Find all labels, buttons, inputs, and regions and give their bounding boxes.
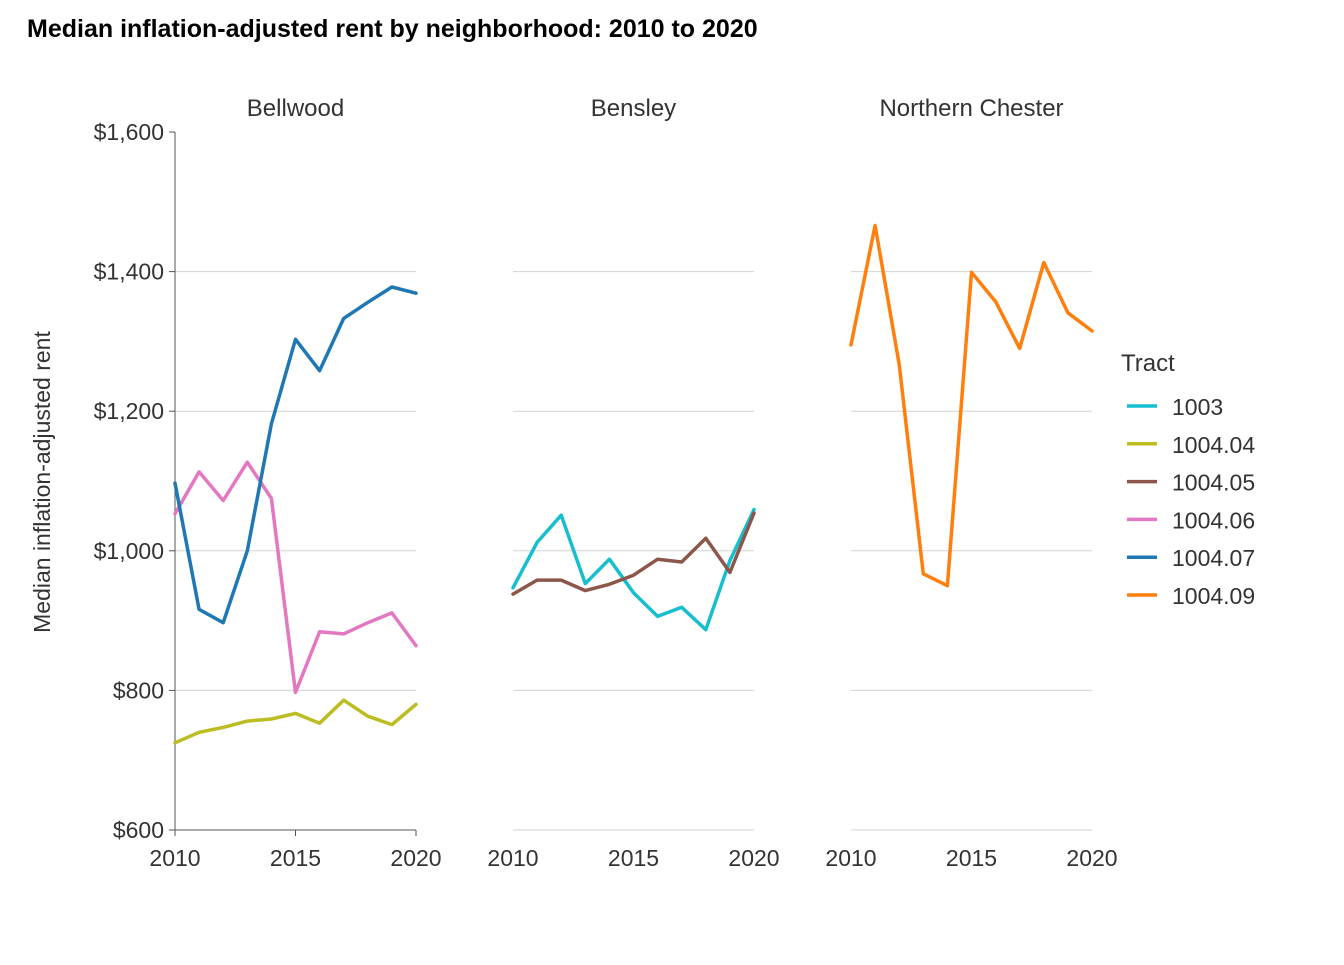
legend-label: 1004.05: [1172, 470, 1255, 496]
series-line-1004-05: [511, 511, 756, 596]
legend-label: 1004.09: [1172, 583, 1255, 609]
facet-label: Northern Chester: [879, 95, 1063, 122]
series-line-1004-09: [849, 223, 1094, 588]
facets: Bellwood $600 $800 $1,000 $1,200 $1,400 $1,600…: [94, 95, 1118, 871]
y-tick-label: $1,400: [94, 259, 164, 285]
legend-entry: 1004.09: [1127, 583, 1255, 609]
legend-entry: 1003: [1127, 394, 1223, 420]
series-line-1003: [511, 507, 756, 632]
legend-label: 1004.06: [1172, 507, 1255, 533]
y-tick-label: $800: [113, 677, 164, 703]
legend-entries: 1003 1004.04 1004.05 1004.06 1004.07 1004.09: [1127, 394, 1255, 609]
facet-panel-1: Bellwood $600 $800 $1,000 $1,200 $1,400 $1,600…: [94, 95, 442, 871]
y-axis-title: Median inflation-adjusted rent: [29, 331, 55, 633]
y-tick-label: $1,000: [94, 538, 164, 564]
x-tick-label: 2015: [270, 845, 321, 871]
x-tick-label: 2020: [728, 845, 779, 871]
x-tick-label: 2015: [608, 845, 659, 871]
x-tick-label: 2010: [487, 845, 538, 871]
facet-label: Bellwood: [247, 95, 344, 122]
legend: Tract 10031004.041004.051004.061004.0710…: [1121, 350, 1255, 609]
y-tick-label: $600: [113, 817, 164, 843]
legend-entry: 1004.04: [1127, 432, 1255, 458]
x-tick-label: 2010: [149, 845, 200, 871]
y-tick-label: $1,600: [94, 119, 164, 145]
legend-entry: 1004.05: [1127, 470, 1255, 496]
facet-label: Bensley: [591, 95, 676, 122]
x-tick-label: 2015: [946, 845, 997, 871]
chart-title: Median inflation-adjusted rent by neighb…: [27, 15, 758, 43]
legend-title: Tract: [1121, 350, 1175, 377]
x-tick-label: 2020: [1066, 845, 1117, 871]
series-line-1004-07: [173, 285, 418, 625]
series-line-1004-06: [173, 460, 418, 695]
legend-entry: 1004.06: [1127, 507, 1255, 533]
facet-panel-2: Bensley 2010 2015 2020: [487, 95, 779, 871]
y-tick-label: $1,200: [94, 398, 164, 424]
x-tick-label: 2020: [390, 845, 441, 871]
legend-label: 1004.04: [1172, 432, 1255, 458]
x-tick-label: 2010: [825, 845, 876, 871]
legend-label: 1004.07: [1172, 545, 1255, 571]
legend-entry: 1004.07: [1127, 545, 1255, 571]
series-line-1004-04: [173, 698, 418, 745]
legend-label: 1003: [1172, 394, 1223, 420]
facet-panel-3: Northern Chester 2010 2015 2020: [825, 95, 1117, 871]
